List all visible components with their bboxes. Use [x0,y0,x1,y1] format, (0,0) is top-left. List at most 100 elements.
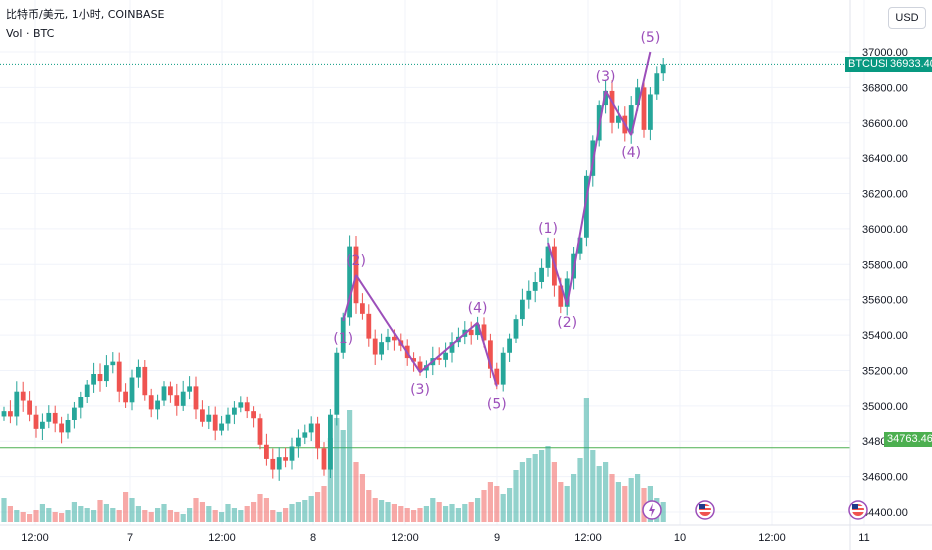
candle-body [206,414,212,422]
lightning-icon[interactable] [642,500,662,520]
volume-bar [475,498,481,522]
candle-body [238,402,244,408]
volume-bar [116,510,122,522]
volume-bar [135,506,141,522]
candle-body [8,411,13,417]
volume-bar [353,462,359,522]
hline-price-tag: 34763.46 [884,432,932,447]
volume-bar [443,506,449,522]
y-tick-label: 36200.00 [862,189,908,201]
candle-body [436,358,442,360]
volume-bar [174,512,180,522]
candle-body [577,237,583,254]
wave-label: (1) [333,331,353,347]
candle-body [449,342,455,353]
volume-bar [615,482,621,522]
y-tick-label: 35800.00 [862,259,908,271]
wave-segment[interactable] [547,242,569,306]
volume-bar [263,498,269,522]
candle-body [257,418,263,445]
volume-bar [142,510,148,522]
elliott-wave[interactable]: (1) (2) (3) (4) (5) (1) (2) (3) (4) (5) [333,30,660,412]
wave-segment[interactable] [566,90,607,306]
x-tick-label: 12:00 [574,532,602,544]
candle-body [609,90,615,123]
volume-bar [449,504,455,522]
wave-segment[interactable] [355,274,421,373]
wave-segment[interactable] [630,51,652,136]
candle-body [513,319,519,339]
candle-body [129,377,135,403]
volume-bar [327,438,333,522]
volume-bar [462,504,468,522]
wave-label: (4) [468,301,488,317]
candle-body [481,324,487,341]
candle-body [520,299,525,320]
volume-bar [78,506,84,522]
candle-body [340,317,346,353]
candle-body [379,342,384,355]
candle-body [232,407,237,415]
candle-body [270,458,276,470]
us-flag-icon[interactable] [848,500,868,520]
candle-body [20,391,26,401]
wave-label: (4) [621,145,641,161]
candle-body [136,366,141,378]
volume-bar [308,496,314,522]
candle-body [46,412,52,422]
candle-body [187,386,192,392]
candle-body [584,175,589,238]
wave-segment[interactable] [419,321,479,373]
wave-segment[interactable] [476,322,498,387]
wave-segment[interactable] [342,274,357,322]
volume-bar [551,462,557,522]
volume-bar [148,512,154,522]
chart-title: 比特币/美元, 1小时, COINBASE [6,8,165,21]
candle-body [84,384,90,397]
volume-bar [571,474,577,522]
volume-bar [161,504,167,522]
volume-bar [103,504,109,522]
candle-body [225,414,231,424]
volume-bar [519,462,525,522]
symbol-tag: BTCUSD [845,57,897,72]
candle-body [219,423,224,431]
wave-segment[interactable] [604,90,633,136]
candle-body [33,414,39,429]
volume-bar [295,502,301,522]
volume-bar [59,513,65,522]
volume-bar [340,430,346,522]
candle-body [475,324,480,336]
volume-bar [14,510,20,522]
x-tick-label: 12:00 [208,532,236,544]
candle-body [411,358,416,362]
event-markers[interactable] [642,500,868,520]
volume-bar [52,512,58,522]
volume-bar [423,506,429,522]
y-tick-label: 35000.00 [862,401,908,413]
volume-bar [513,470,519,522]
volume-bar [347,410,353,522]
time-axis[interactable]: 12:00 7 12:00 8 12:00 9 12:00 10 12:00 11 [21,532,869,544]
currency-button[interactable]: USD [888,7,926,29]
candle-body [648,94,653,130]
wave-label: (3) [596,69,616,85]
volume-bar [91,510,97,522]
volume-bar [372,498,378,522]
candle-body [315,423,320,449]
candle-body [308,423,314,433]
y-tick-label: 34400.00 [862,507,908,519]
candle-body [328,414,333,470]
candles [1,58,666,481]
volume-bar [206,506,212,522]
y-tick-label: 36800.00 [862,82,908,94]
candle-body [116,361,122,392]
us-flag-icon[interactable] [695,500,715,520]
volume-bar [97,500,103,522]
candle-body [97,374,103,382]
volume-bar [500,494,506,522]
candle-body [628,105,634,134]
candle-body [65,420,71,433]
